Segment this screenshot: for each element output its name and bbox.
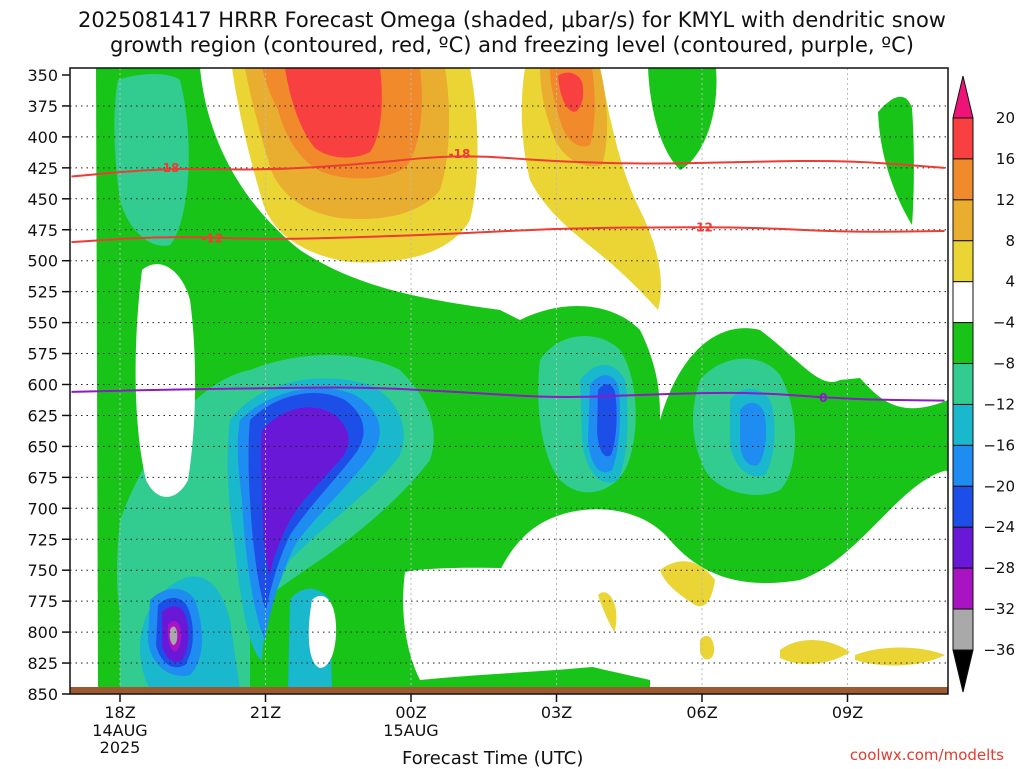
colorbar-top-arrow (952, 75, 974, 119)
y-tick-label-675: 675 (27, 468, 58, 487)
plot-frame (69, 67, 949, 695)
y-tick-label-525: 525 (27, 283, 58, 302)
x-tick-label-18Z: 18Z (104, 703, 135, 722)
shade-region-white-1 (308, 595, 337, 668)
shade-region-blue-19 (597, 384, 617, 457)
colorbar: 20 16 12 8 4 −4 −8 −12 −16 −20 −24 −28 −32 −36 (952, 75, 1015, 693)
shade-region-red-38 (558, 72, 584, 112)
colorbar-label-1: 16 (996, 150, 1015, 168)
contour-label--12-1: -12 (691, 220, 713, 234)
x-tick-sublabel-00Z-0: 15AUG (383, 721, 438, 740)
credit-text: coolwx.com/modelts (849, 746, 1004, 764)
colorbar-band-2 (952, 199, 974, 242)
colorbar-label-11: −28 (983, 559, 1015, 577)
shade-region-red-37 (285, 68, 382, 158)
contour-label--12-0: -12 (201, 231, 223, 245)
contour-line--18 (71, 155, 945, 178)
y-tick-label-625: 625 (27, 406, 58, 425)
y-tick-label-350: 350 (27, 66, 58, 85)
colorbar-label-0: 20 (996, 109, 1015, 127)
y-tick-label-450: 450 (27, 190, 58, 209)
colorbar-label-8: −16 (983, 436, 1015, 454)
colorbar-band-1 (952, 158, 974, 201)
colorbar-bottom-arrow (952, 649, 974, 693)
x-tick-label-00Z: 00Z (395, 703, 426, 722)
colorbar-band-6 (952, 363, 974, 405)
shade-region-teal-4 (114, 74, 189, 246)
y-tick-label-600: 600 (27, 376, 58, 395)
ground-surface (70, 687, 948, 694)
y-tick-label-650: 650 (27, 437, 58, 456)
colorbar-band-9 (952, 485, 974, 528)
colorbar-band-12 (952, 608, 974, 651)
colorbar-label-9: −20 (983, 477, 1015, 495)
x-tick-label-21Z: 21Z (250, 703, 281, 722)
colorbar-label-13: −36 (983, 641, 1015, 659)
shade-region-yel-28 (660, 561, 715, 607)
y-tick-label-750: 750 (27, 561, 58, 580)
y-tick-label-425: 425 (27, 159, 58, 178)
x-tick-label-06Z: 06Z (686, 703, 717, 722)
y-tick-label-575: 575 (27, 345, 58, 364)
colorbar-label-12: −32 (983, 600, 1015, 618)
shade-region-yel-30 (700, 635, 715, 660)
colorbar-label-4: 4 (1005, 273, 1015, 291)
y-tick-label-775: 775 (27, 592, 58, 611)
shade-region-gray-24 (169, 626, 178, 645)
shade-region-yel-32 (855, 647, 945, 666)
y-tick-label-700: 700 (27, 499, 58, 518)
contour-line--12 (71, 226, 945, 244)
colorbar-band-3 (952, 240, 974, 283)
y-tick-label-375: 375 (27, 97, 58, 116)
shade-region-white-0 (135, 264, 196, 497)
y-tick-label-850: 850 (27, 685, 58, 704)
x-tick-sublabel-18Z-0: 14AUG (92, 721, 147, 740)
colorbar-label-7: −12 (983, 395, 1015, 413)
contour-label--18-1: -18 (449, 147, 471, 161)
colorbar-label-2: 12 (996, 191, 1015, 209)
colorbar-band-5 (952, 322, 974, 365)
colorbar-band-10 (952, 526, 974, 569)
colorbar-label-6: −8 (993, 355, 1015, 373)
shade-region-yel-31 (780, 640, 850, 664)
colorbar-band-11 (952, 567, 974, 610)
y-tick-label-725: 725 (27, 530, 58, 549)
colorbar-band-7 (952, 403, 974, 446)
colorbar-label-5: −4 (993, 314, 1015, 332)
contour-label--18-0: -18 (158, 161, 180, 175)
y-tick-label-500: 500 (27, 252, 58, 271)
x-axis-label: Forecast Time (UTC) (402, 748, 584, 769)
x-tick-label-09Z: 09Z (832, 703, 863, 722)
contour-line-0 (71, 386, 945, 402)
shade-region-green-3 (900, 400, 948, 472)
shade-region-sky-16 (740, 402, 766, 466)
chart-title: 2025081417 HRRR Forecast Omega (shaded, … (78, 8, 946, 57)
x-tick-sublabel-18Z-1: 2025 (100, 738, 141, 757)
colorbar-band-8 (952, 444, 974, 487)
y-tick-label-400: 400 (27, 128, 58, 147)
shade-region-green-1 (648, 68, 717, 170)
shade-region-green-2 (878, 96, 914, 225)
colorbar-band-4 (952, 281, 974, 324)
colorbar-band-0 (952, 117, 974, 160)
y-tick-label-550: 550 (27, 314, 58, 333)
y-tick-label-825: 825 (27, 654, 58, 673)
shade-region-pur-21 (260, 407, 349, 575)
colorbar-label-3: 8 (1005, 232, 1015, 250)
y-tick-label-800: 800 (27, 623, 58, 642)
y-tick-label-475: 475 (27, 221, 58, 240)
shade-region-white-2 (403, 567, 640, 680)
y-axis: 350 375 400 425 450 475 500 525 550 575 600 625 650 6… (27, 66, 70, 704)
contour-label-0-0: 0 (819, 391, 827, 405)
x-tick-label-03Z: 03Z (541, 703, 572, 722)
contour-lines: -18 -18 -12 -12 0 (71, 147, 945, 405)
colorbar-label-10: −24 (983, 518, 1015, 536)
